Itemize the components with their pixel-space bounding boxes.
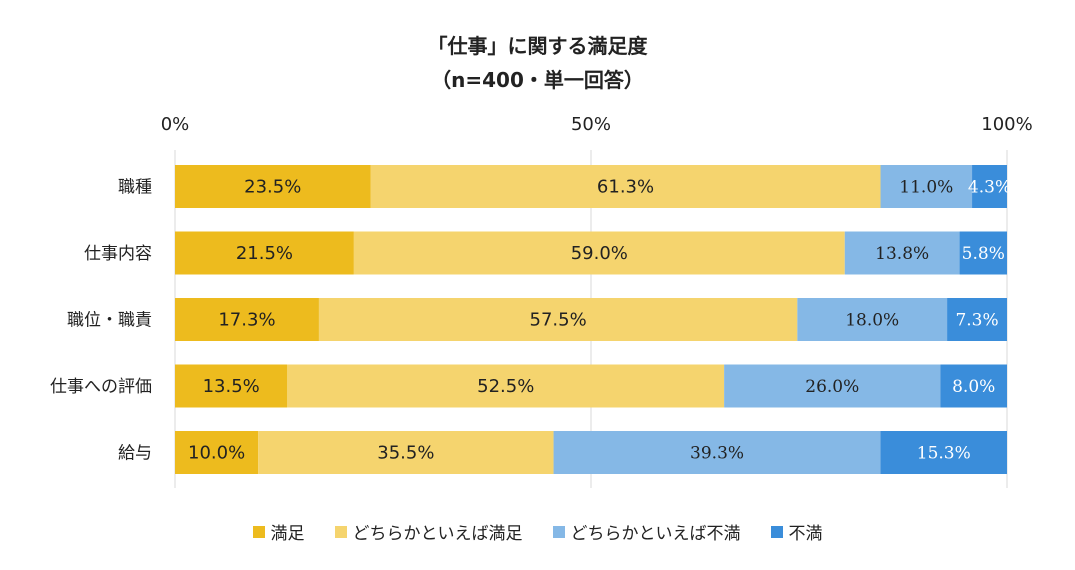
legend-item-somewhat-satisfied: どちらかといえば満足 <box>334 519 523 544</box>
bar-segment <box>175 364 288 408</box>
data-label: 7.3% <box>955 311 998 331</box>
data-label: 26.0% <box>805 377 859 397</box>
legend-item-dissatisfied: 不満 <box>770 519 823 544</box>
bar-segment <box>370 165 881 208</box>
legend-swatch <box>552 525 565 538</box>
bar-segment <box>947 298 1007 341</box>
bar-segment <box>880 431 1007 474</box>
data-label: 4.3% <box>968 178 1011 198</box>
category-label: 仕事への評価 <box>50 377 152 397</box>
bar-segment <box>258 431 554 474</box>
legend-swatch <box>770 525 783 538</box>
bar-segment <box>175 165 371 208</box>
bars-layer <box>175 165 1007 474</box>
data-label: 13.5% <box>203 376 260 397</box>
data-label: 15.3% <box>917 444 971 464</box>
data-label: 5.8% <box>962 244 1005 264</box>
bar-segment <box>175 231 354 275</box>
x-tick-label: 100% <box>981 114 1032 135</box>
data-label: 52.5% <box>477 376 534 397</box>
chart-title: 「仕事」に関する満足度 <box>427 34 648 58</box>
data-label: 35.5% <box>377 443 434 464</box>
data-label: 61.3% <box>597 177 654 198</box>
data-label: 21.5% <box>236 243 293 264</box>
data-label: 18.0% <box>845 311 899 331</box>
legend-swatch <box>252 525 265 538</box>
legend-item-satisfied: 満足 <box>252 519 305 544</box>
data-label: 23.5% <box>244 177 301 198</box>
bar-segment <box>797 298 948 341</box>
legend-label: どちらかといえば不満 <box>570 524 741 544</box>
data-label: 11.0% <box>899 178 953 198</box>
bar-segment <box>175 431 259 474</box>
labels-layer: 0% 50% 100% 職種 23.5% 61.3% 11.0% 4.3% 仕事内容 21.5% 5… <box>50 114 1033 464</box>
bar-segment <box>287 364 725 408</box>
category-label: 職種 <box>118 178 152 198</box>
legend-item-somewhat-dissatisfied: どちらかといえば不満 <box>552 519 741 544</box>
bar-segment <box>353 231 845 275</box>
bar-segment <box>972 165 1007 208</box>
legend: 満足 どちらかといえば満足 どちらかといえば不満 不満 <box>0 519 1075 544</box>
legend-label: 不満 <box>788 524 823 544</box>
legend-label: 満足 <box>270 524 305 544</box>
data-label: 13.8% <box>875 244 929 264</box>
data-label: 57.5% <box>530 310 587 331</box>
bar-segment <box>940 364 1007 408</box>
data-label: 10.0% <box>188 443 245 464</box>
stacked-bar-chart: 0% 50% 100% 職種 23.5% 61.3% 11.0% 4.3% 仕事内容 21.5% 5… <box>50 114 1033 488</box>
data-label: 17.3% <box>218 310 275 331</box>
bar-segment <box>553 431 881 474</box>
bar-segment <box>175 298 319 341</box>
data-label: 59.0% <box>571 243 628 264</box>
bar-segment <box>724 364 941 408</box>
bar-segment <box>844 231 960 275</box>
data-label: 8.0% <box>952 377 995 397</box>
bar-segment <box>318 298 798 341</box>
bar-segment <box>959 231 1007 275</box>
category-label: 給与 <box>118 444 152 464</box>
legend-swatch <box>334 525 347 538</box>
bar-segment <box>880 165 973 208</box>
legend-label: どちらかといえば満足 <box>352 524 523 544</box>
x-tick-label: 50% <box>571 114 611 135</box>
data-label: 39.3% <box>690 444 744 464</box>
category-label: 職位・職責 <box>67 311 152 331</box>
category-label: 仕事内容 <box>84 244 152 264</box>
x-tick-label: 0% <box>161 114 190 135</box>
chart-subtitle: （n=400・単一回答） <box>431 68 644 92</box>
